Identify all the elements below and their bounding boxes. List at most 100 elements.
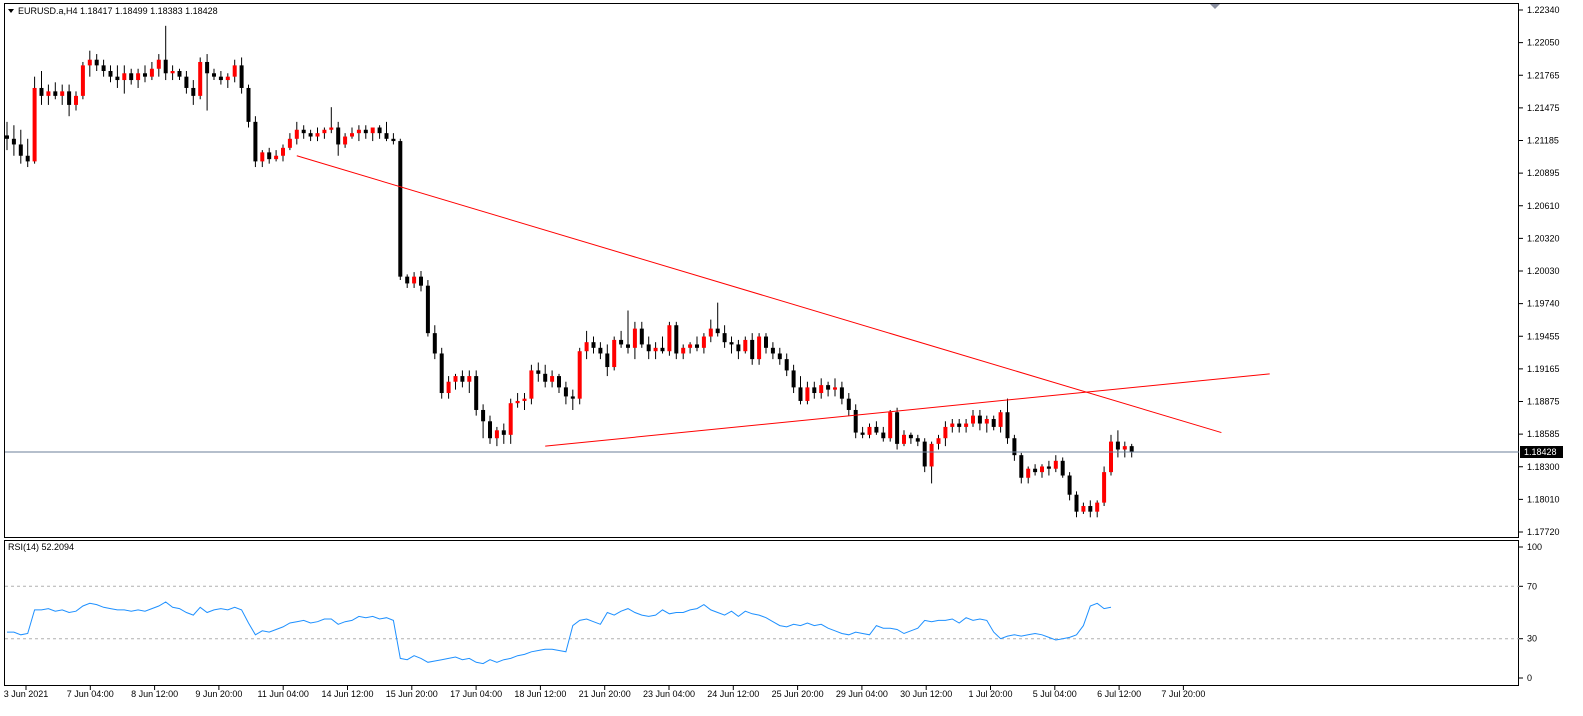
candle-body — [812, 387, 817, 394]
price-tick-label: 1.21475 — [1527, 103, 1560, 113]
candle-body — [481, 409, 486, 422]
candle-body — [922, 441, 927, 467]
candle-body — [1102, 472, 1107, 503]
candle-body — [743, 339, 748, 352]
candle-body — [1129, 446, 1134, 452]
candle-body — [1046, 466, 1051, 469]
candle-body — [708, 328, 713, 337]
candle-body — [343, 136, 348, 145]
candle-body — [467, 376, 472, 382]
candle-body — [191, 87, 196, 96]
candle-body — [964, 423, 969, 427]
candle-body — [74, 95, 78, 105]
price-tick-label: 1.20030 — [1527, 266, 1560, 276]
candle-body — [260, 152, 265, 162]
candle-body — [605, 353, 610, 368]
candle-body — [584, 342, 589, 352]
price-tick-label: 1.18010 — [1527, 494, 1560, 504]
candle-body — [750, 339, 755, 360]
candle-body — [915, 438, 920, 442]
candle-body — [136, 73, 141, 81]
candle-body — [729, 342, 734, 345]
candle-body — [205, 61, 210, 74]
candle-body — [432, 333, 437, 354]
candle-body — [198, 61, 203, 96]
candle-body — [460, 376, 465, 382]
price-tick-label: 1.19165 — [1527, 364, 1560, 374]
time-tick-label: 5 Jul 04:00 — [1033, 689, 1077, 699]
candle-body — [950, 423, 955, 427]
candle-body — [874, 426, 879, 433]
candle-body — [895, 412, 900, 444]
candle-body — [667, 325, 672, 352]
candle-body — [336, 127, 341, 145]
candle-body — [991, 419, 996, 427]
time-tick-label: 6 Jul 12:00 — [1097, 689, 1141, 699]
candle-body — [115, 76, 120, 81]
candle-body — [888, 412, 893, 439]
candle-body — [536, 370, 541, 374]
candle-body — [32, 87, 37, 162]
candle-body — [108, 71, 113, 77]
candle-body — [902, 434, 906, 444]
candle-body — [770, 347, 775, 354]
candle-body — [515, 400, 520, 404]
candle-body — [225, 76, 230, 81]
current-price-line: 1.18428 — [5, 446, 1563, 459]
candle-body — [488, 421, 492, 439]
candle-body — [1033, 468, 1038, 473]
candle-body — [253, 121, 258, 162]
candle-body — [722, 333, 727, 343]
candle-body — [1060, 460, 1065, 476]
candle-body — [446, 381, 451, 394]
candle-body — [764, 336, 768, 348]
candle-body — [287, 138, 292, 148]
candle-body — [5, 135, 9, 139]
candle-body — [149, 68, 154, 77]
candle-body — [281, 147, 285, 156]
time-tick-label: 23 Jun 04:00 — [643, 689, 695, 699]
trendline-group[interactable] — [296, 155, 1270, 447]
symbol-menu-icon[interactable] — [8, 9, 14, 13]
price-tick-label: 1.19740 — [1527, 299, 1560, 309]
time-tick-label: 17 Jun 04:00 — [450, 689, 502, 699]
candle-body — [212, 73, 216, 77]
candle-body — [218, 76, 223, 81]
candle-body — [170, 71, 175, 74]
candle-body — [632, 328, 637, 348]
symbol-header: EURUSD.a,H4 1.18417 1.18499 1.18383 1.18… — [18, 6, 218, 16]
price-tick-label: 1.21185 — [1527, 136, 1559, 146]
time-tick-label: 11 Jun 04:00 — [258, 689, 309, 699]
candle-body — [122, 73, 127, 81]
candle-body — [143, 73, 147, 77]
current-price-badge — [1520, 446, 1563, 459]
candle-body — [998, 412, 1003, 427]
candle-body — [929, 443, 934, 467]
price-axis: 1.22340 1.22050 1.21765 1.21475 1.21185 1.208… — [1519, 5, 1560, 537]
time-tick-label: 1 Jul 20:00 — [968, 689, 1012, 699]
candle-body — [853, 409, 858, 433]
time-axis: 3 Jun 2021 7 Jun 04:00 8 Jun 12:00 9 Jun 20… — [4, 686, 1205, 699]
candle-body — [398, 141, 403, 277]
price-pane-frame — [4, 3, 1519, 538]
candle-body — [1095, 502, 1100, 512]
candle-body — [329, 127, 334, 130]
candle-body — [557, 376, 561, 388]
chart-shift-marker-icon[interactable] — [1210, 4, 1220, 9]
candle-body — [246, 87, 251, 122]
price-tick-label: 1.21765 — [1527, 70, 1560, 80]
candle-body — [881, 432, 886, 439]
time-tick-label: 25 Jun 20:00 — [772, 689, 824, 699]
candle-body — [501, 430, 506, 435]
candle-body — [695, 344, 699, 348]
candle-body — [757, 336, 762, 360]
candle-body — [977, 415, 982, 424]
trendline — [545, 373, 1270, 447]
candle-body — [784, 359, 789, 371]
time-tick-label: 24 Jun 12:00 — [707, 689, 759, 699]
candle-body — [419, 276, 423, 286]
price-tick-label: 1.18300 — [1527, 462, 1560, 472]
price-tick-label: 1.20895 — [1527, 168, 1560, 178]
